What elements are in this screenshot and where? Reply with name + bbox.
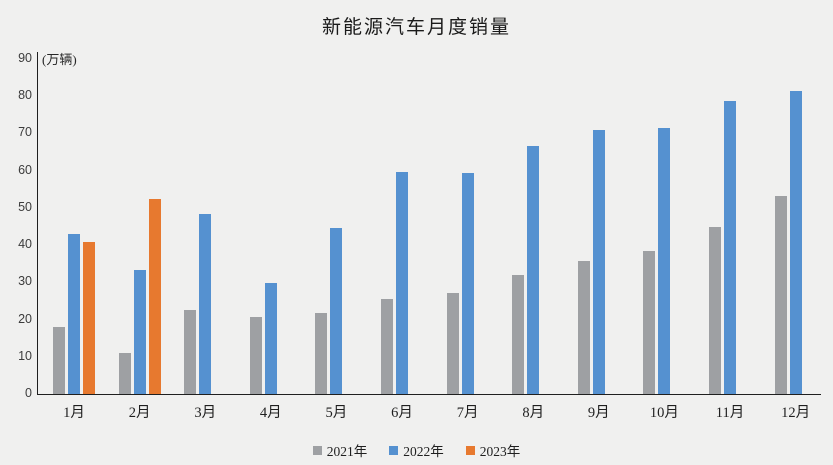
legend-label: 2021年	[326, 444, 368, 459]
y-tick-label: 0	[25, 386, 32, 400]
bar-2021年-6月	[381, 298, 393, 394]
legend-item-2021年: 2021年	[312, 440, 368, 460]
bar-2022年-12月	[789, 91, 802, 394]
bar-2021年-7月	[446, 293, 459, 394]
bar-2023年-1月	[83, 242, 95, 394]
x-tick-label: 5月	[325, 405, 348, 421]
y-tick-label: 50	[18, 199, 32, 214]
y-tick-label: 30	[18, 274, 32, 289]
bar-2022年-3月	[199, 213, 212, 394]
bar-2021年-3月	[184, 309, 197, 394]
y-tick-label: 60	[18, 162, 32, 177]
y-tick-label: 10	[18, 348, 32, 363]
x-tick-label: 7月	[456, 405, 479, 421]
x-tick-label: 10月	[649, 405, 679, 421]
chart-title: 新能源汽车月度销量	[321, 17, 511, 38]
x-tick-label: 1月	[63, 405, 85, 421]
x-axis-line	[37, 394, 821, 395]
legend: 2021年 2022年 2023年	[0, 440, 833, 460]
x-tick-label: 12月	[781, 405, 811, 421]
y-tick-label: 20	[18, 311, 32, 326]
legend-label: 2022年	[403, 444, 444, 459]
y-tick-label: 40	[18, 237, 32, 252]
legend-item-2023年: 2023年	[465, 440, 521, 460]
y-tick-label: 90	[18, 51, 32, 65]
x-tick-label: 6月	[391, 405, 413, 421]
y-axis-unit-label: (万辆)	[42, 52, 77, 67]
legend-swatch-icon	[389, 445, 399, 455]
bar-2021年-2月	[118, 353, 131, 394]
x-tick-label: 4月	[259, 405, 282, 421]
x-tick-label: 3月	[194, 405, 217, 421]
bar-2023年-2月	[148, 198, 161, 394]
y-tick-label: 70	[18, 125, 32, 140]
x-tick-label: 2月	[128, 405, 151, 421]
bar-2022年-4月	[264, 282, 277, 394]
legend-item-2022年: 2022年	[389, 440, 444, 460]
x-tick-label: 8月	[522, 405, 545, 421]
legend-label: 2023年	[479, 444, 521, 459]
bar-2022年-2月	[133, 269, 146, 394]
legend-swatch-icon	[312, 445, 322, 455]
bar-2021年-12月	[774, 196, 787, 394]
bar-2022年-8月	[527, 146, 540, 394]
bar-2021年-5月	[315, 313, 328, 394]
y-axis-line	[37, 52, 38, 395]
bar-2022年-9月	[592, 130, 605, 394]
bar-2022年-11月	[724, 101, 736, 394]
bar-2022年-10月	[658, 128, 671, 394]
bar-2021年-9月	[577, 261, 590, 394]
bar-2022年-5月	[330, 227, 343, 394]
bar-2021年-10月	[643, 251, 656, 394]
x-tick-label: 9月	[587, 405, 610, 421]
bar-2021年-11月	[709, 226, 721, 394]
bar-2022年-7月	[461, 173, 474, 394]
y-tick-label: 80	[18, 88, 32, 103]
legend-swatch-icon	[465, 445, 475, 455]
bar-2021年-8月	[512, 274, 525, 394]
bar-2021年-4月	[249, 317, 262, 394]
x-tick-label: 11月	[715, 405, 745, 421]
bar-2022年-1月	[68, 233, 80, 394]
bar-2022年-6月	[396, 172, 408, 394]
bar-2021年-1月	[53, 327, 65, 394]
